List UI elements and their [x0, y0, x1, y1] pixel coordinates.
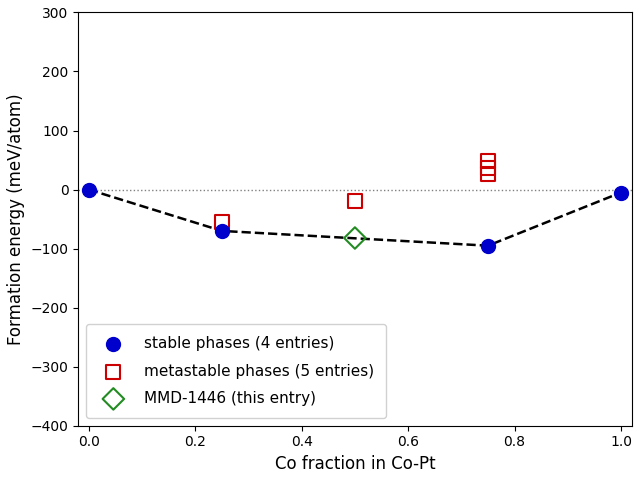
metastable phases (5 entries) [350, 198, 360, 205]
X-axis label: Co fraction in Co-Pt: Co fraction in Co-Pt [275, 455, 435, 473]
metastable phases (5 entries) [483, 157, 493, 165]
metastable phases (5 entries) [217, 218, 227, 226]
metastable phases (5 entries) [483, 170, 493, 178]
stable phases (4 entries) [84, 186, 94, 193]
Y-axis label: Formation energy (meV/atom): Formation energy (meV/atom) [7, 93, 25, 345]
stable phases (4 entries) [616, 189, 626, 196]
MMD-1446 (this entry) [350, 234, 360, 242]
stable phases (4 entries) [483, 242, 493, 250]
Legend: stable phases (4 entries), metastable phases (5 entries), MMD-1446 (this entry): stable phases (4 entries), metastable ph… [86, 324, 387, 418]
metastable phases (5 entries) [483, 164, 493, 171]
stable phases (4 entries) [217, 227, 227, 235]
